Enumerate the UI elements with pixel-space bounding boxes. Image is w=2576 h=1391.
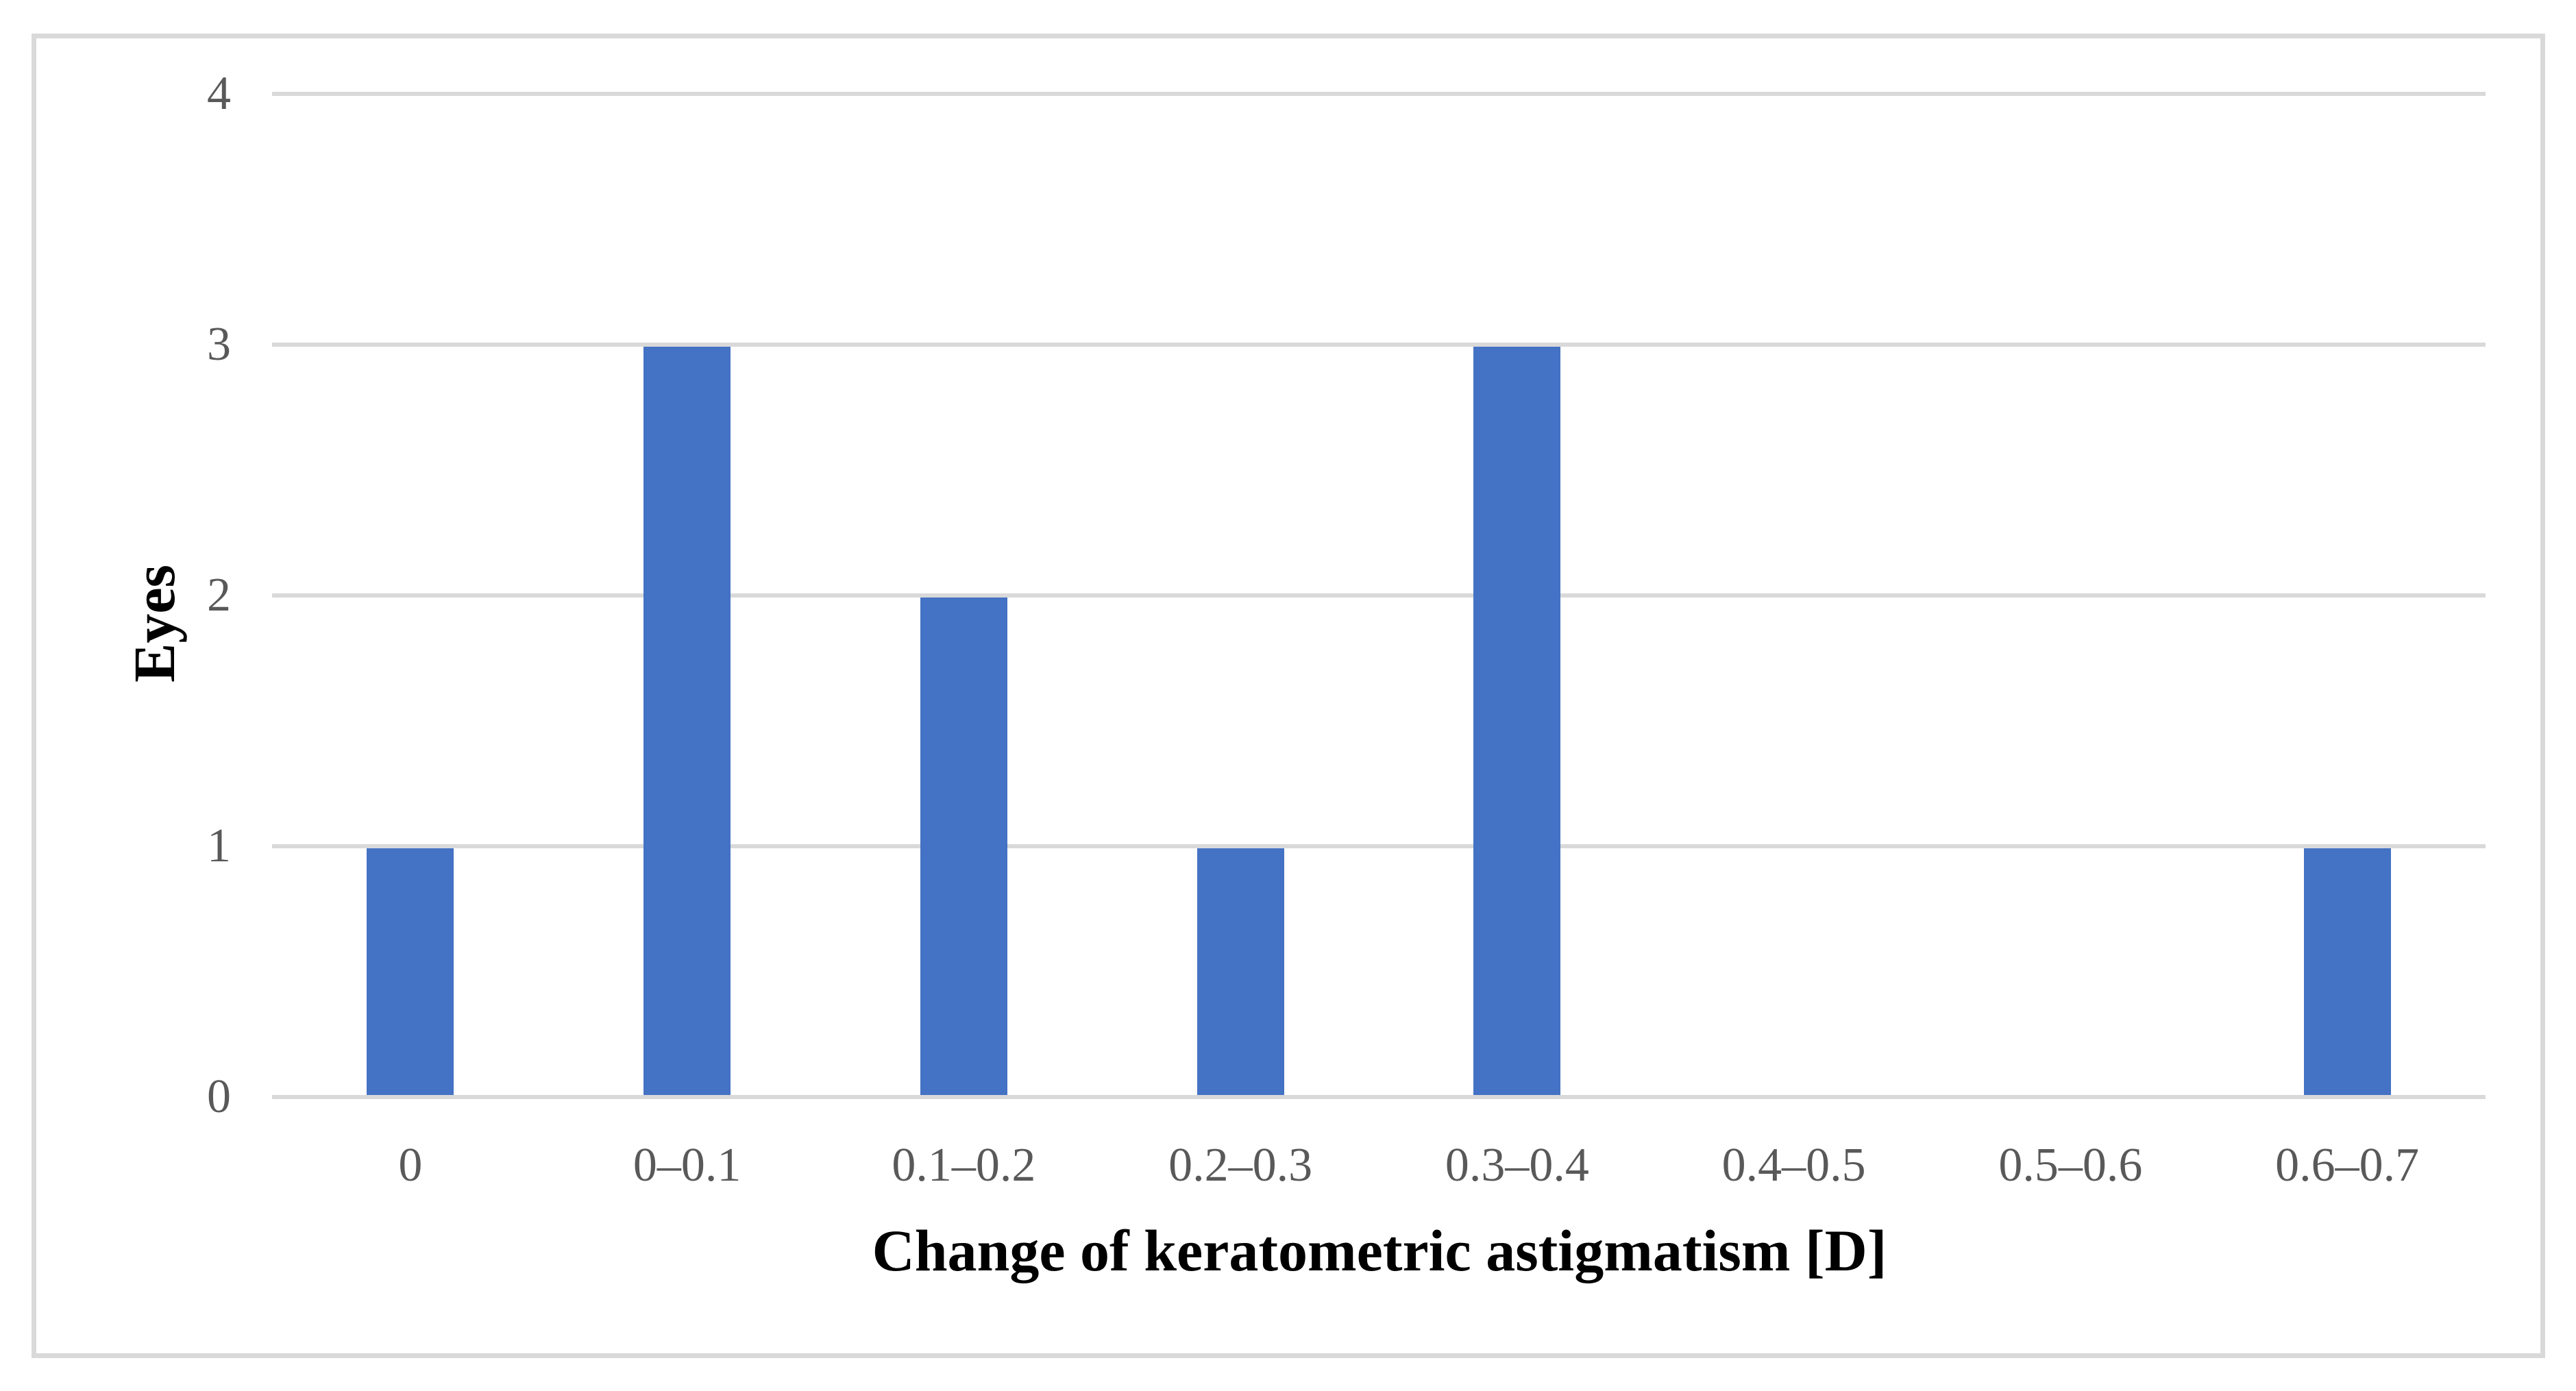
y-tick-label: 1 xyxy=(207,820,231,872)
y-axis-title: Eyes xyxy=(121,565,187,682)
x-tick-label: 0 xyxy=(398,1139,423,1192)
gridline xyxy=(272,343,2486,347)
bar xyxy=(920,598,1007,1095)
x-tick-label: 0.2–0.3 xyxy=(1168,1139,1313,1192)
bar xyxy=(2303,848,2391,1095)
gridline xyxy=(272,92,2486,96)
bar xyxy=(1197,848,1284,1095)
bar xyxy=(1473,347,1561,1095)
x-tick-label: 0.3–0.4 xyxy=(1445,1139,1589,1192)
bar xyxy=(643,347,731,1095)
x-tick-label: 0.6–0.7 xyxy=(2275,1139,2420,1192)
x-tick-label: 0.4–0.5 xyxy=(1721,1139,1866,1192)
y-tick-label: 3 xyxy=(207,318,231,371)
bar xyxy=(367,848,454,1095)
x-tick-label: 0–0.1 xyxy=(633,1139,741,1192)
y-tick-label: 2 xyxy=(207,569,231,621)
chart-frame xyxy=(32,34,2545,1358)
gridline xyxy=(272,593,2486,598)
gridline xyxy=(272,844,2486,848)
x-tick-label: 0.1–0.2 xyxy=(892,1139,1036,1192)
x-axis-title: Change of keratometric astigmatism [D] xyxy=(872,1218,1887,1283)
x-tick-label: 0.5–0.6 xyxy=(1998,1139,2143,1192)
y-tick-label: 0 xyxy=(207,1070,231,1123)
x-axis-line xyxy=(272,1095,2486,1099)
y-tick-label: 4 xyxy=(207,67,231,120)
